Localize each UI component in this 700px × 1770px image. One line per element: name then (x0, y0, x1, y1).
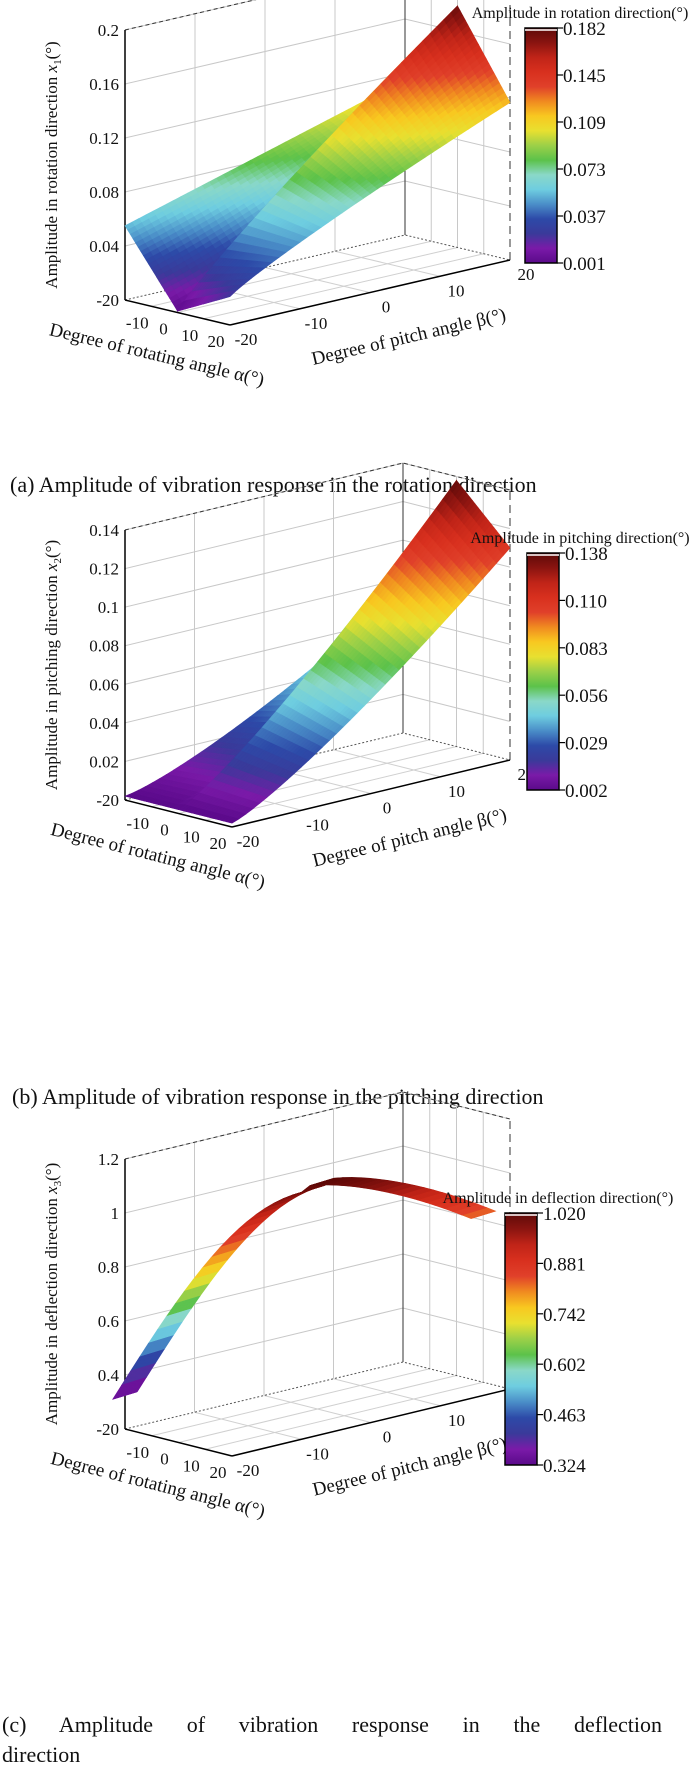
colorbar-tick-label: 0.002 (565, 781, 608, 802)
alpha-axis-title: Degree of rotating angle α(°) (49, 1448, 268, 1522)
colorbar-title: Amplitude in pitching direction(°) (470, 530, 689, 547)
beta-tick-label: -20 (237, 1461, 260, 1480)
colorbar-gradient (505, 1213, 537, 1465)
surface (113, 1177, 496, 1399)
colorbar-tick-label: 0.037 (563, 207, 606, 228)
z-tick-label: 0.4 (98, 1366, 120, 1385)
surface-chart-c: 0.40.60.811.2-20-1001020-20-1001020Degre… (0, 1135, 700, 1695)
colorbar-tick-label: 0.083 (565, 639, 608, 660)
alpha-axis-title: Degree of rotating angle α(°) (49, 819, 268, 893)
colorbar-tick-label: 0.881 (543, 1254, 586, 1275)
alpha-tick-label: 0 (160, 821, 169, 840)
surface-chart-a: 0.04 0.08 0.12 0.16 0.2 -20 -10 0 10 20 -20 -10 0 10 2… (0, 0, 700, 470)
z-tick-label: 1 (111, 1204, 120, 1223)
alpha-tick-label: 10 (181, 326, 198, 345)
colorbar-gradient (525, 28, 557, 263)
gridline-floor (205, 1382, 483, 1449)
caption-c-continued: direction (2, 1740, 80, 1770)
alpha-tick-label: -10 (126, 313, 149, 332)
beta-tick-label: 0 (383, 1428, 392, 1447)
beta-tick-label: 10 (448, 1411, 465, 1430)
alpha-tick-label: 0 (160, 1450, 169, 1469)
beta-tick-label: 0 (382, 298, 391, 317)
beta-axis-title: Degree of pitch angle β(°) (311, 1434, 509, 1501)
colorbar-tick-label: 0.109 (563, 113, 606, 134)
colorbar-tick-label: 0.463 (543, 1406, 586, 1427)
colorbar-tick-label: 0.110 (565, 591, 607, 612)
colorbar-tick-label: 0.602 (543, 1355, 586, 1376)
colorbar-tick-label: 0.145 (563, 66, 606, 87)
beta-tick-label: 10 (448, 782, 465, 801)
colorbar-title: Amplitude in deflection direction(°) (443, 1190, 674, 1207)
alpha-tick-label: 20 (208, 332, 225, 351)
colorbar-tick-label: 0.138 (565, 544, 608, 565)
colorbar-tick-label: 0.029 (565, 734, 608, 755)
alpha-tick-label: 10 (183, 1456, 200, 1475)
beta-tick-label: -10 (306, 1444, 329, 1463)
beta-tick-label: 10 (448, 281, 465, 300)
colorbar: 0.182 0.145 0.109 0.073 0.037 0.001 Amplitude … (472, 5, 689, 275)
caption-c: (c) Amplitude of vibration response in t… (2, 1710, 662, 1740)
alpha-tick-label: 20 (210, 1463, 227, 1482)
z-tick-label: 0.1 (98, 598, 119, 617)
colorbar-title: Amplitude in rotation direction(°) (472, 5, 689, 22)
z-tick-label: 0.08 (89, 637, 119, 656)
z-tick-label: 0.12 (89, 129, 119, 148)
alpha-axis-title: Degree of rotating angle α(°) (47, 319, 266, 390)
z-tick-label: 0.16 (89, 75, 119, 94)
colorbar-tick-label: 0.056 (565, 686, 608, 707)
z-tick-label: 1.2 (98, 1150, 119, 1169)
z-tick-label: 0.12 (89, 560, 119, 579)
alpha-tick-label: -20 (96, 791, 119, 810)
z-tick-label: 0.08 (89, 183, 119, 202)
beta-tick-label: -20 (235, 330, 258, 349)
z-tick-label: 0.6 (98, 1312, 119, 1331)
alpha-tick-label: 0 (159, 320, 168, 339)
colorbar-tick-label: 0.324 (543, 1456, 586, 1477)
z-axis-title: Amplitude in pitching direction x2(°) (42, 540, 64, 790)
alpha-tick-label: -10 (126, 814, 149, 833)
colorbar: 1.020 0.881 0.742 0.602 0.463 0.324 Amplitude … (443, 1190, 674, 1477)
beta-tick-label: 0 (383, 799, 392, 818)
z-axis-title: Amplitude in rotation direction x1(°) (42, 41, 64, 288)
z-tick-label: 0.04 (89, 714, 119, 733)
z-tick-label: 0.06 (89, 675, 119, 694)
panel-a: 0.04 0.08 0.12 0.16 0.2 -20 -10 0 10 20 -20 -10 0 10 2… (0, 0, 700, 500)
beta-tick-label: -10 (305, 314, 328, 333)
alpha-tick-label: 20 (210, 834, 227, 853)
z-tick-label: 0.02 (89, 752, 119, 771)
colorbar-tick-label: 1.020 (543, 1204, 586, 1225)
z-tick-label: 0.2 (98, 21, 119, 40)
colorbar-tick-label: 0.001 (563, 254, 606, 275)
surface (125, 6, 510, 311)
beta-tick-label: -20 (237, 832, 260, 851)
axes-frame (125, 1092, 510, 1456)
surface (125, 480, 510, 823)
colorbar-gradient (527, 553, 559, 790)
colorbar-tick-label: 0.073 (563, 160, 606, 181)
panel-c: 0.40.60.811.2-20-1001020-20-1001020Degre… (0, 1135, 700, 1695)
z-axis-title: Amplitude in deflection direction x3(°) (42, 1163, 64, 1426)
beta-tick-label: -10 (306, 815, 329, 834)
beta-tick-label: 20 (518, 265, 535, 284)
colorbar-tick-label: 0.742 (543, 1305, 586, 1326)
colorbar-tick-label: 0.182 (563, 19, 606, 40)
alpha-tick-label: -20 (96, 291, 119, 310)
beta-axis-title: Degree of pitch angle β(°) (311, 805, 509, 872)
alpha-tick-label: 10 (183, 827, 200, 846)
alpha-tick-label: -10 (126, 1443, 149, 1462)
z-tick-label: 0.04 (89, 237, 119, 256)
z-tick-label: 0.8 (98, 1258, 119, 1277)
alpha-tick-label: -20 (96, 1420, 119, 1439)
beta-axis-title: Degree of pitch angle β(°) (310, 304, 508, 369)
z-tick-label: 0.14 (89, 521, 119, 540)
